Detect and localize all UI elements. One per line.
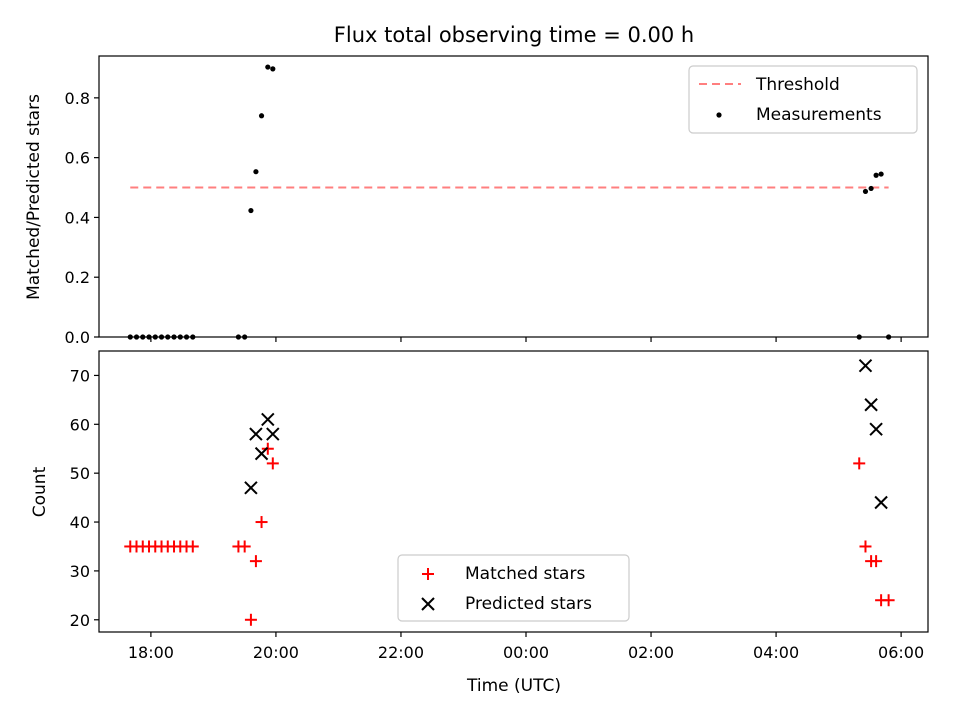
matched-star-point	[853, 457, 866, 470]
matched-legend-label: Matched stars	[465, 564, 585, 584]
predicted-legend-marker	[421, 597, 435, 611]
measurements-legend-label: Measurements	[756, 105, 882, 125]
matched-star-point	[255, 516, 268, 529]
bottom-ytick-label: 50	[70, 464, 90, 483]
predicted-star-point	[254, 446, 269, 461]
measurement-point	[868, 185, 874, 192]
matched-star-point	[870, 555, 883, 568]
predicted-star-point	[261, 412, 275, 427]
predicted-star-point	[266, 427, 280, 441]
predicted-star-point	[249, 427, 263, 441]
measurement-point	[873, 172, 879, 178]
bottom-ylabel: Count	[30, 466, 50, 517]
matched-star-point	[249, 555, 262, 568]
top-ytick-label: 0.6	[65, 149, 90, 168]
bottom-legend: Matched stars Predicted stars	[397, 554, 630, 622]
bottom-xtick-label: 00:00	[503, 643, 549, 662]
measurement-point	[248, 207, 254, 214]
bottom-ytick-label: 40	[70, 513, 90, 532]
predicted-star-point	[869, 422, 883, 436]
matched-star-point	[859, 540, 872, 553]
matched-star-point	[238, 540, 251, 553]
predicted-star-point	[858, 358, 873, 373]
predicted-star-point	[244, 481, 258, 495]
bottom-xtick-label: 02:00	[628, 643, 674, 662]
predicted-star-point	[874, 495, 888, 510]
bottom-ytick-label: 70	[70, 366, 90, 385]
bottom-ytick-label: 60	[70, 415, 90, 434]
chart-title: Flux total observing time = 0.00 h	[334, 23, 694, 47]
bottom-xtick-label: 18:00	[128, 643, 174, 662]
threshold-legend-label: Threshold	[755, 75, 840, 95]
matched-star-point	[266, 457, 279, 470]
bottom-ytick-label: 20	[70, 611, 90, 630]
measurement-point	[862, 188, 869, 195]
measurement-point	[253, 169, 259, 175]
top-ytick-label: 0.4	[65, 208, 90, 227]
bottom-ytick-label: 30	[70, 562, 90, 581]
top-axes-frame	[98, 55, 929, 338]
bottom-xtick-label: 22:00	[378, 643, 424, 662]
top-panel: Matched/Predicted stars 0.00.20.40.60.8 …	[24, 55, 929, 347]
top-ytick-label: 0.0	[65, 328, 90, 347]
bottom-xlabel: Time (UTC)	[466, 676, 561, 696]
measurement-point	[265, 64, 271, 70]
predicted-star-point	[864, 398, 878, 412]
bottom-xtick-label: 04:00	[753, 643, 799, 662]
measurement-point	[258, 113, 265, 119]
top-legend: Threshold Measurements	[688, 65, 918, 134]
matched-star-point	[882, 594, 895, 607]
top-ytick-label: 0.2	[65, 268, 90, 287]
bottom-xtick-label: 20:00	[253, 643, 299, 662]
measurement-point	[270, 66, 276, 72]
measurements-legend-marker	[716, 112, 722, 118]
top-ytick-label: 0.8	[65, 89, 90, 108]
bottom-panel: Count 20 30 40 50 60 70 18:00 20:00 22:00 00:00 0…	[30, 350, 929, 696]
predicted-legend-label: Predicted stars	[465, 594, 592, 614]
measurement-point	[878, 171, 884, 177]
matched-star-point	[244, 613, 257, 626]
bottom-axes-frame	[98, 350, 929, 633]
bottom-xtick-label: 06:00	[878, 643, 924, 662]
matched-legend-marker	[422, 568, 434, 580]
matched-star-point	[186, 540, 199, 553]
top-ylabel: Matched/Predicted stars	[24, 94, 44, 300]
